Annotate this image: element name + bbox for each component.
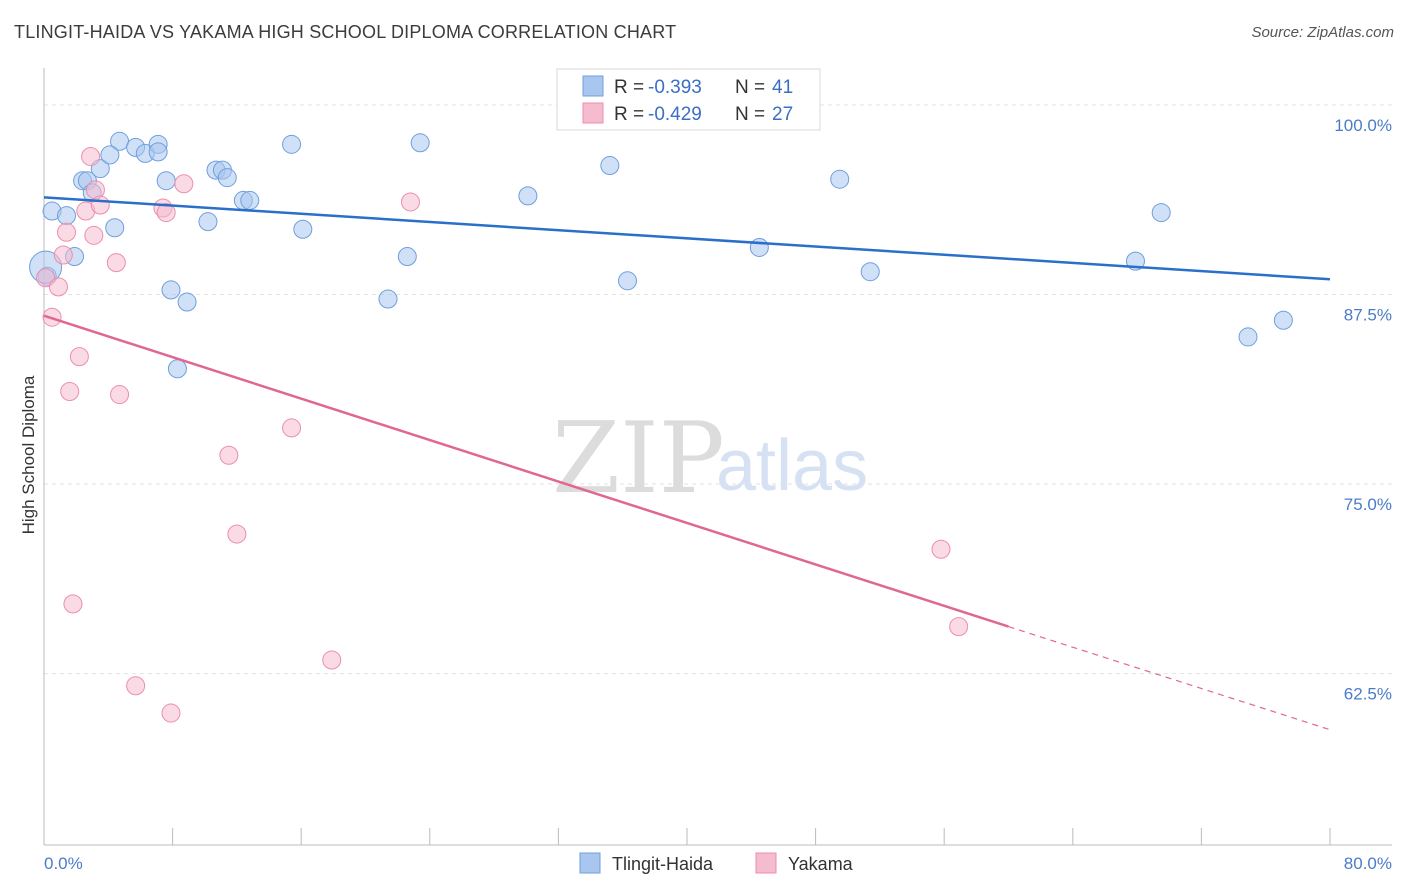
legend-swatch-pink [582, 102, 604, 124]
data-point [90, 195, 110, 215]
data-point [1151, 203, 1171, 223]
data-point [830, 169, 850, 189]
legend-r-label: R = [614, 104, 644, 125]
data-point [600, 156, 620, 176]
data-point [81, 146, 101, 166]
data-point [217, 168, 237, 188]
data-point [84, 225, 104, 245]
legend-n-label: N = [735, 77, 765, 98]
bottom-legend-label-blue: Tlingit-Haida [612, 854, 714, 874]
data-point [69, 347, 89, 367]
trend-line-yakama [43, 314, 1009, 628]
data-point [106, 253, 126, 273]
bottom-legend-label-pink: Yakama [788, 854, 854, 874]
data-point [227, 524, 247, 544]
y-tick-label: 75.0% [1344, 495, 1392, 514]
data-point [410, 133, 430, 153]
x-tick-labels: 0.0% 80.0% [44, 854, 1392, 873]
data-point [240, 190, 260, 210]
data-point [126, 676, 146, 696]
data-point [48, 277, 68, 297]
y-tick-label: 100.0% [1334, 116, 1392, 135]
data-point [110, 385, 130, 405]
data-point [63, 594, 83, 614]
data-point [156, 203, 176, 223]
legend-n-value-blue: 41 [772, 77, 793, 98]
y-tick-labels: 100.0% 87.5% 75.0% 62.5% [1334, 116, 1392, 704]
data-point [282, 418, 302, 438]
data-point [156, 171, 176, 191]
data-point [57, 222, 77, 242]
data-point [105, 218, 125, 238]
legend-r-value-blue: -0.393 [648, 77, 702, 98]
y-tick-label: 62.5% [1344, 685, 1392, 704]
data-point [53, 245, 73, 265]
data-point [378, 289, 398, 309]
trend-line-yakama-extension [1008, 626, 1331, 731]
data-point [1273, 310, 1293, 330]
data-point [949, 617, 969, 637]
legend-r-label: R = [614, 77, 644, 98]
data-point [36, 268, 56, 288]
data-point [322, 650, 342, 670]
data-point [148, 142, 168, 162]
y-tick-label: 87.5% [1344, 305, 1392, 324]
data-point [60, 382, 80, 402]
data-point [198, 212, 218, 232]
data-point [293, 219, 313, 239]
data-point [860, 262, 880, 282]
chart-title: TLINGIT-HAIDA VS YAKAMA HIGH SCHOOL DIPL… [14, 22, 677, 42]
x-tick-label: 0.0% [44, 854, 83, 873]
bottom-legend-swatch-pink [755, 852, 777, 874]
gridlines [44, 104, 1392, 675]
top-legend: R = -0.393 N = 41 R = -0.429 N = 27 [556, 68, 821, 131]
x-tick-label: 80.0% [1344, 854, 1392, 873]
bottom-legend: Tlingit-Haida Yakama [579, 852, 854, 874]
y-axis-label: High School Diploma [19, 375, 38, 534]
data-point [401, 192, 421, 212]
series-yakama [36, 146, 969, 723]
bottom-legend-swatch-blue [579, 852, 601, 874]
data-point [174, 174, 194, 194]
data-point [100, 145, 120, 165]
data-point [518, 186, 538, 206]
watermark-atlas: atlas [716, 426, 868, 506]
data-point [57, 206, 77, 226]
data-point [161, 280, 181, 300]
watermark: ZIP atlas [552, 402, 868, 516]
data-point [219, 445, 239, 465]
data-point [931, 539, 951, 559]
legend-n-label: N = [735, 104, 765, 125]
data-point [161, 703, 181, 723]
source-label: Source: ZipAtlas.com [1251, 24, 1394, 41]
watermark-zip: ZIP [552, 402, 725, 516]
data-point [282, 134, 302, 154]
data-point [618, 271, 638, 291]
legend-r-value-pink: -0.429 [648, 104, 702, 125]
data-point [397, 247, 417, 267]
data-point [749, 237, 769, 257]
data-point [177, 292, 197, 312]
trend-line-tlingit-haida [43, 196, 1331, 281]
data-point [1238, 327, 1258, 347]
axes [43, 68, 1392, 846]
legend-n-value-pink: 27 [772, 104, 793, 125]
legend-swatch-blue [582, 75, 604, 97]
series-tlingit-haida [29, 131, 1293, 379]
trend-lines [43, 196, 1331, 731]
data-point [167, 359, 187, 379]
